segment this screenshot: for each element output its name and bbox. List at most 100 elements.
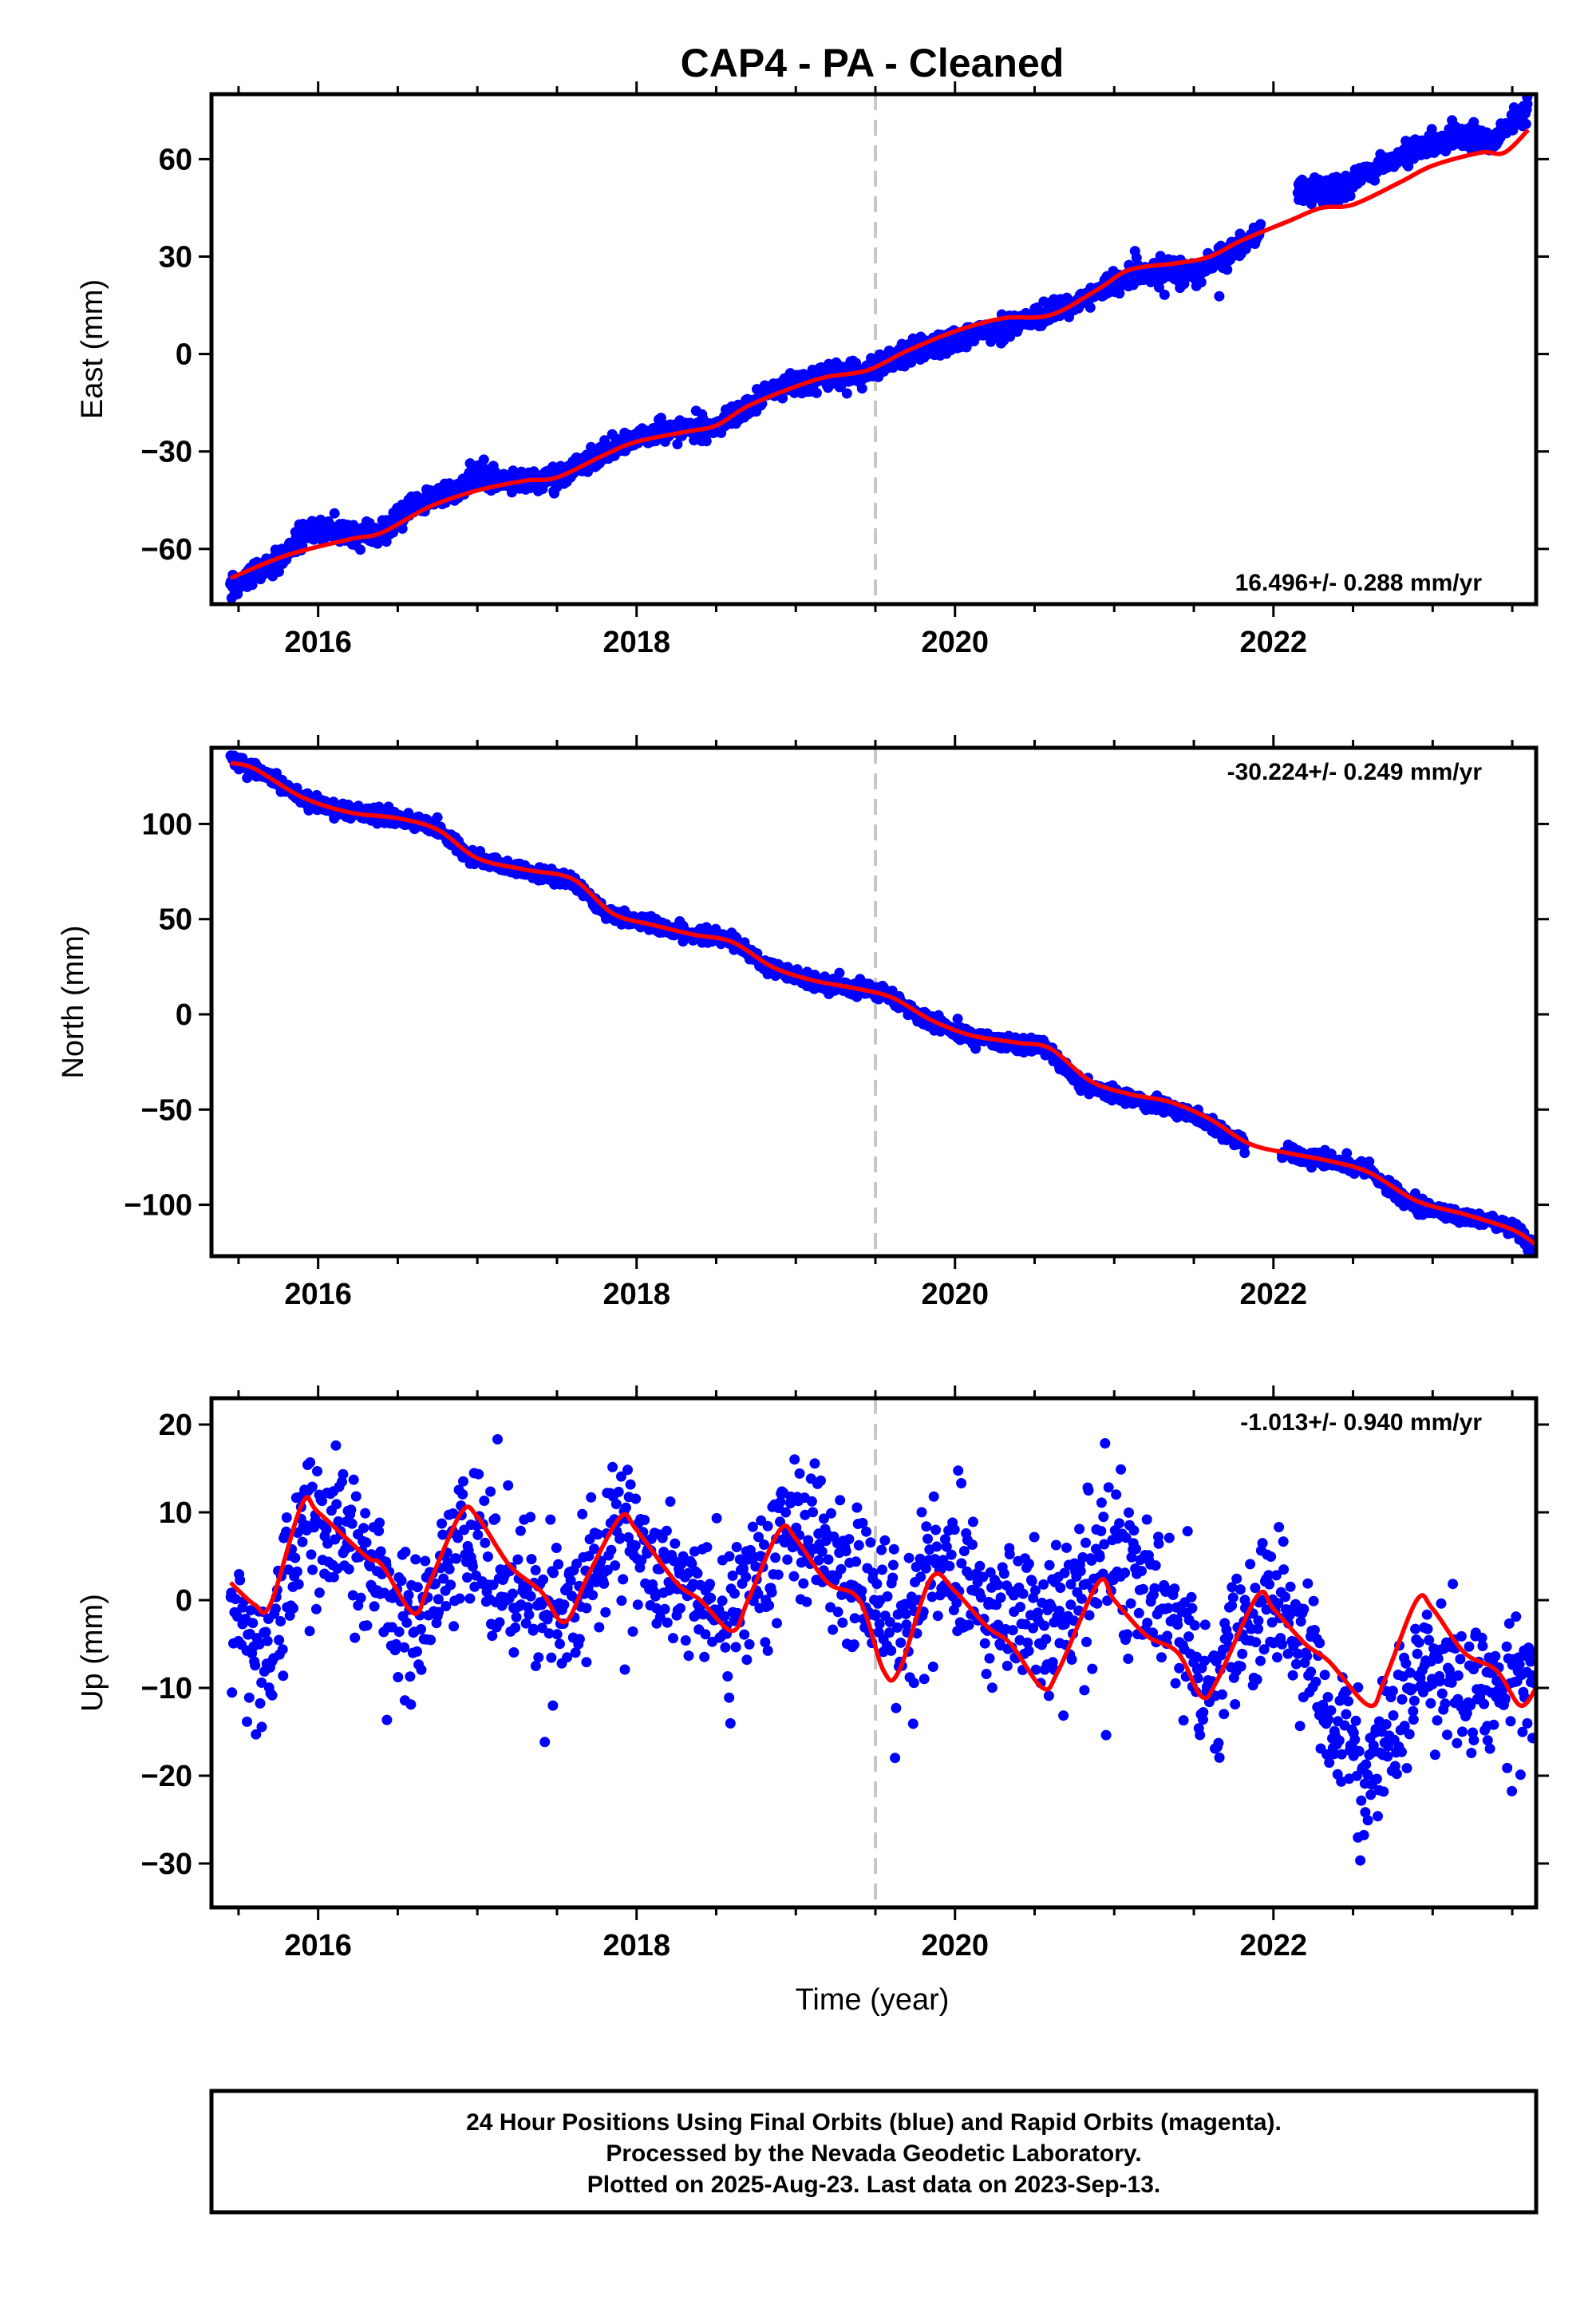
up-data-point <box>536 1622 547 1634</box>
up-data-point <box>254 1638 265 1650</box>
up-data-point <box>314 1587 325 1599</box>
up-data-point <box>227 1687 238 1698</box>
up-data-point <box>412 1646 422 1657</box>
up-data-point <box>542 1614 553 1625</box>
up-data-point <box>503 1480 514 1491</box>
up-data-point <box>293 1579 304 1590</box>
up-data-point <box>530 1661 541 1671</box>
up-data-point <box>256 1677 267 1688</box>
up-data-point <box>304 1626 315 1637</box>
up-data-point <box>433 1594 444 1605</box>
up-data-point <box>305 1457 316 1468</box>
up-data-point <box>310 1603 322 1614</box>
north-y-tick-label: 100 <box>142 808 192 841</box>
up-data-point <box>581 1657 592 1668</box>
north-x-tick-label: 2020 <box>921 1278 989 1311</box>
east-data-point <box>1468 117 1479 128</box>
east-y-tick-label: −60 <box>141 533 192 567</box>
up-data-point <box>559 1599 570 1611</box>
north-data-point <box>1341 1148 1353 1159</box>
up-data-point <box>346 1518 358 1529</box>
east-data-point <box>1403 160 1414 172</box>
east-data-point <box>777 393 788 404</box>
up-data-point <box>562 1652 573 1663</box>
up-data-point <box>393 1672 404 1682</box>
east-data-point <box>355 544 365 555</box>
up-data-point <box>546 1652 557 1663</box>
up-data-point <box>467 1561 478 1572</box>
up-data-point <box>440 1601 452 1611</box>
up-data-point <box>333 1516 344 1527</box>
up-data-point <box>512 1554 523 1565</box>
east-data-point <box>841 388 852 399</box>
up-data-point <box>533 1652 544 1663</box>
up-data-point <box>586 1492 597 1503</box>
up-data-point <box>358 1523 369 1534</box>
north-rate-label: -30.224+/- 0.249 mm/yr <box>1227 759 1483 785</box>
up-data-point <box>555 1638 565 1650</box>
up-data-point <box>494 1617 505 1628</box>
east-data-point <box>672 439 683 449</box>
up-data-point <box>256 1721 267 1733</box>
up-data-point <box>288 1603 298 1614</box>
up-data-point <box>433 1607 444 1618</box>
up-data-point <box>277 1644 288 1655</box>
up-data-point <box>482 1551 493 1562</box>
up-data-point <box>410 1554 421 1565</box>
up-data-point <box>445 1579 456 1591</box>
east-data-point <box>397 523 408 534</box>
up-data-point <box>317 1496 327 1507</box>
east-data-point <box>1345 191 1356 201</box>
east-x-tick-label: 2020 <box>921 626 989 659</box>
up-data-point <box>520 1618 531 1629</box>
up-data-point <box>405 1699 417 1710</box>
up-data-point <box>230 1594 241 1605</box>
east-data-point <box>506 487 517 498</box>
up-data-point <box>457 1488 468 1500</box>
up-data-point <box>538 1574 549 1585</box>
up-data-point <box>270 1603 281 1614</box>
up-data-point <box>551 1543 562 1553</box>
east-data-point <box>478 454 489 465</box>
up-data-point <box>361 1537 372 1548</box>
up-data-point <box>328 1571 339 1583</box>
north-data-point <box>432 812 443 823</box>
east-data-point <box>1222 264 1233 275</box>
up-data-point <box>581 1603 592 1614</box>
up-data-point <box>620 1502 631 1513</box>
up-data-point <box>602 1564 613 1575</box>
up-data-point <box>627 1626 638 1637</box>
north-observations <box>225 750 1536 1256</box>
up-data-point <box>610 1499 622 1510</box>
up-data-point <box>331 1499 342 1510</box>
up-data-point <box>508 1647 519 1658</box>
up-data-point <box>290 1552 301 1563</box>
up-data-point <box>600 1607 611 1618</box>
up-data-point <box>401 1617 413 1628</box>
up-data-point <box>235 1575 246 1586</box>
east-y-tick-label: 60 <box>159 143 192 176</box>
east-data-point <box>1005 331 1016 342</box>
up-data-point <box>245 1605 256 1616</box>
up-data-point <box>348 1474 359 1485</box>
up-data-point <box>539 1737 551 1748</box>
up-data-point <box>523 1609 535 1620</box>
up-data-point <box>458 1476 468 1487</box>
up-data-point <box>545 1514 556 1525</box>
up-data-point <box>255 1697 266 1709</box>
up-data-point <box>528 1623 539 1634</box>
up-data-point <box>485 1486 496 1497</box>
up-data-point <box>399 1642 410 1653</box>
up-data-point <box>598 1578 610 1589</box>
east-data-point <box>1369 175 1381 186</box>
up-data-point <box>571 1559 583 1569</box>
east-x-tick-label: 2016 <box>284 626 352 659</box>
up-data-point <box>297 1536 308 1547</box>
up-data-point <box>543 1628 555 1639</box>
up-data-point <box>565 1575 576 1586</box>
up-data-point <box>307 1564 318 1575</box>
up-data-point <box>451 1553 462 1564</box>
up-data-point <box>251 1729 262 1740</box>
up-data-point <box>278 1670 289 1682</box>
